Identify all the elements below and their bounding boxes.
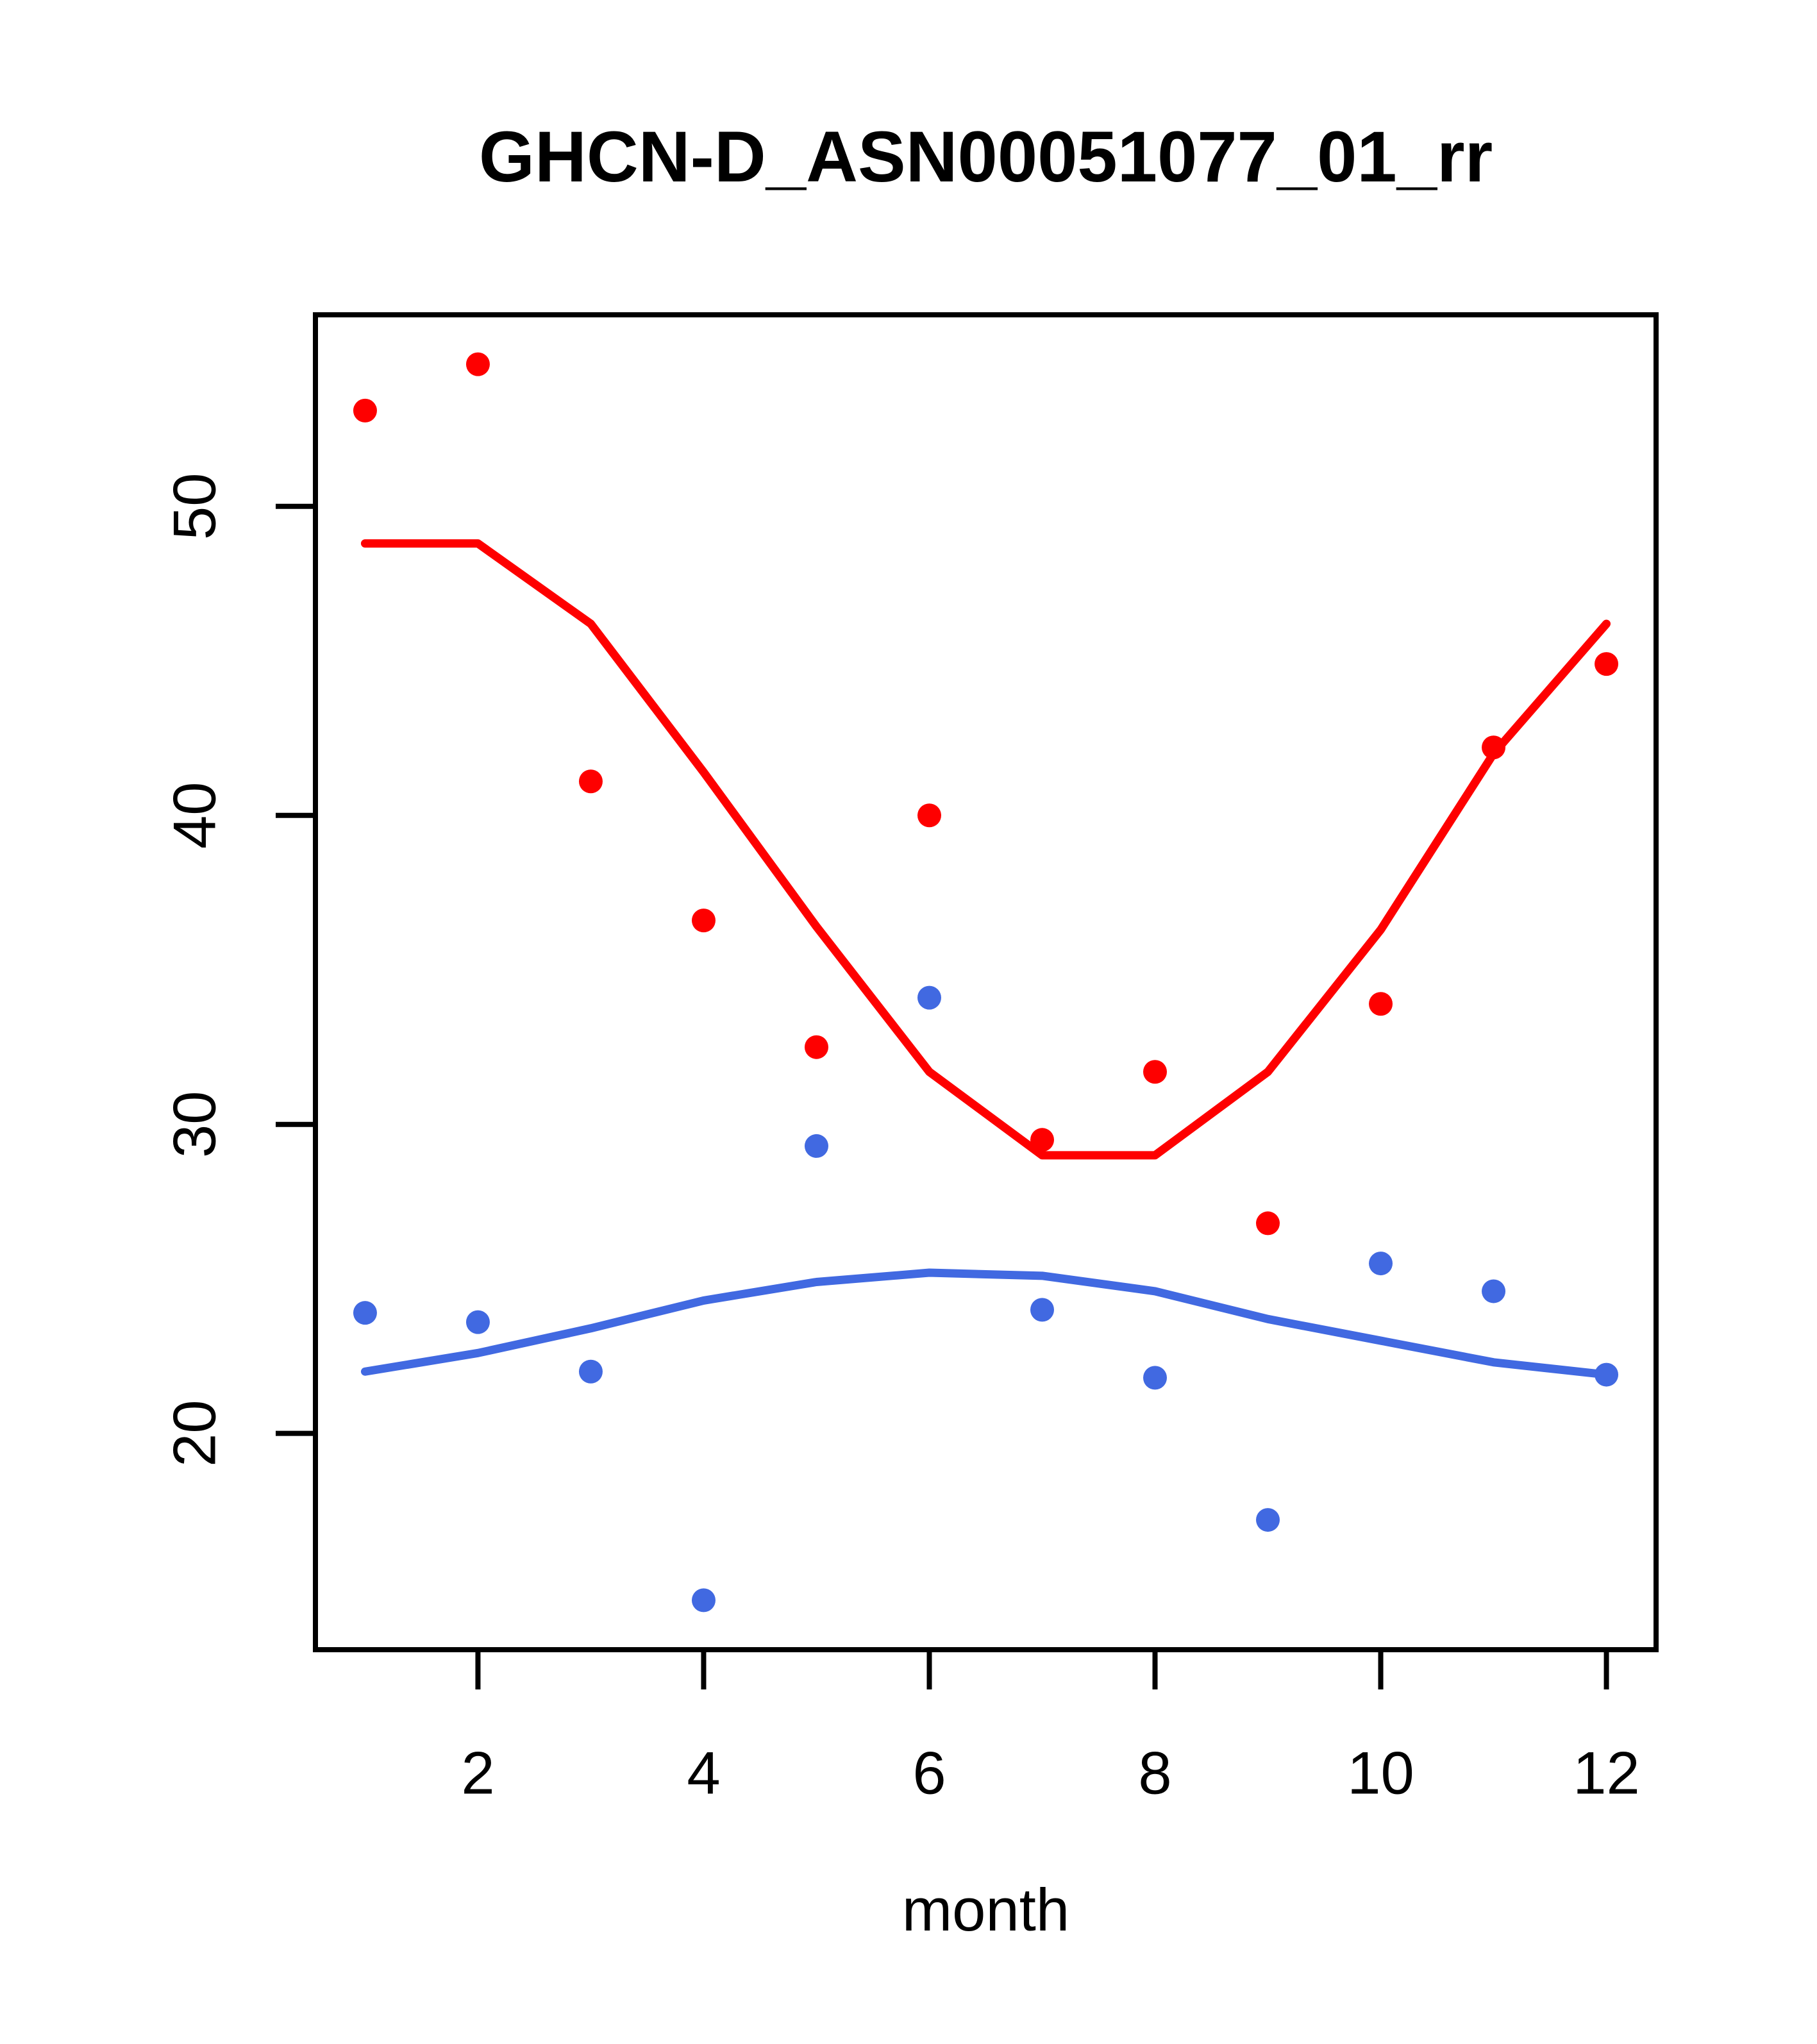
red-monthly-points-marker [804,1035,828,1059]
red-monthly-points-marker [1369,992,1393,1016]
blue-monthly-points-marker [1143,1366,1168,1390]
red-monthly-points-marker [1143,1060,1168,1084]
y-tick-label: 20 [161,1400,228,1467]
blue-monthly-points-marker [1030,1298,1055,1322]
red-monthly-points-marker [353,398,377,423]
x-tick-label: 2 [461,1739,494,1807]
blue-monthly-points-marker [578,1359,603,1384]
y-tick-label: 50 [161,473,228,540]
red-monthly-points-marker [1256,1211,1280,1236]
chart-title: GHCN-D_ASN00051077_01_rr [478,117,1493,197]
blue-monthly-points-marker [465,1310,490,1334]
x-tick-label: 12 [1573,1739,1640,1807]
x-tick-label: 6 [912,1739,946,1807]
blue-monthly-points-marker [1369,1252,1393,1276]
red-monthly-points-marker [917,803,941,828]
red-monthly-points-marker [1595,652,1619,676]
red-monthly-points-marker [1030,1128,1055,1152]
blue-monthly-points-marker [1482,1279,1506,1303]
red-monthly-points-marker [578,769,603,794]
x-axis-label: month [901,1876,1070,1943]
y-tick-label: 40 [161,782,228,849]
red-lowess-line [360,539,1611,1160]
red-monthly-points-marker [691,909,716,933]
blue-monthly-points-marker [353,1301,377,1325]
red-monthly-points-marker [465,352,490,376]
blue-lowess-line [360,1268,1611,1379]
blue-monthly-points-marker [1256,1508,1280,1532]
x-tick-label: 8 [1138,1739,1171,1807]
blue-monthly-points-marker [804,1134,828,1158]
blue-monthly-points-marker [917,985,941,1010]
y-tick-label: 30 [161,1091,228,1158]
red-monthly-points-marker [1482,735,1506,760]
blue-monthly-points-marker [1595,1362,1619,1387]
x-tick-label: 10 [1347,1739,1414,1807]
plot-box [313,312,1659,1652]
blue-monthly-points-marker [691,1588,716,1613]
x-tick-label: 4 [687,1739,720,1807]
